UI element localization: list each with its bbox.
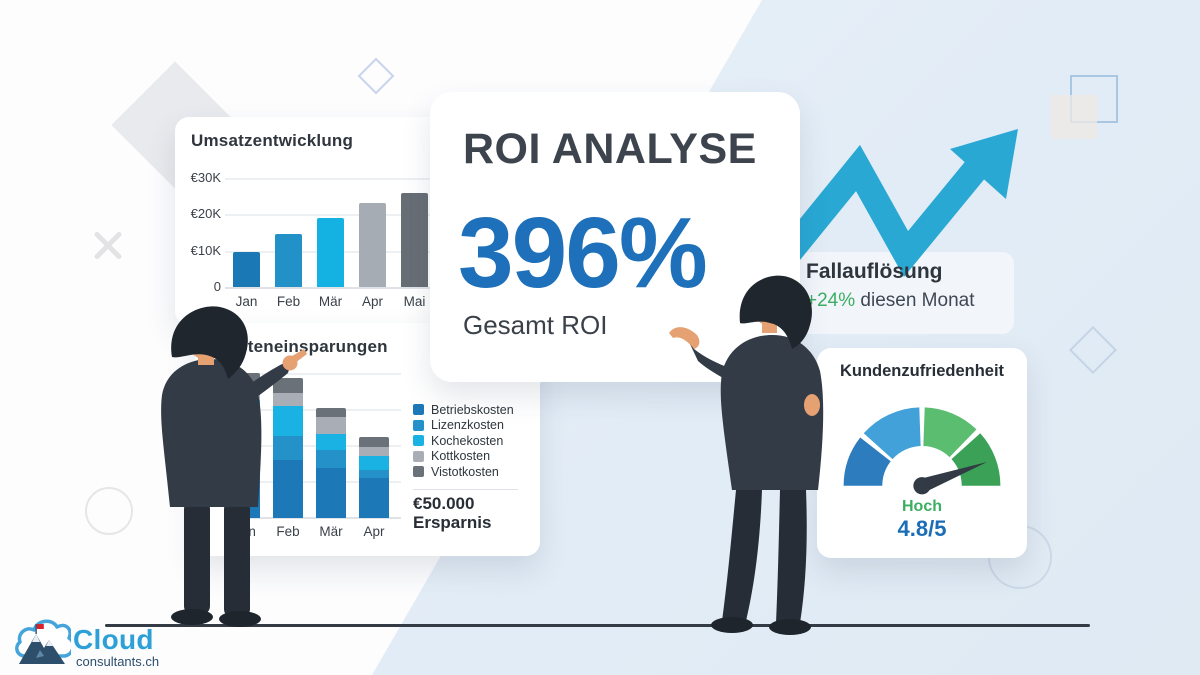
y-tick-label: €10K [190,242,221,258]
legend-swatch [413,404,424,416]
legend-swatch [413,450,424,462]
gridline [225,445,401,447]
bar-segment [316,408,346,417]
bar [317,217,344,287]
legend-label: Vistotkosten [431,464,499,479]
brand-domain: consultants.ch [76,654,160,669]
x-tick-label: Apr [361,294,383,309]
gauge-needle [919,462,988,493]
legend-item: Betriebskosten [413,402,514,418]
bar-segment [316,434,346,450]
savings-amount: €50.000 [413,494,475,513]
satisfaction-title: Kundenzufriedenheit [839,362,1005,380]
gridline [225,287,433,289]
bar-segment [359,456,389,470]
cost-chart-legend: Betriebskosten Lizenzkosten Kochekosten Kot… [413,402,514,480]
person-right-illustration [669,275,824,635]
satisfaction-card: Kundenzufriedenheit Hoch 4.8/5 [817,348,1027,558]
revenue-bar-chart: Jan Feb Mär Apr Mai [225,178,433,309]
case-resolution-title: Fallauflösung [806,260,943,283]
bar-segment [316,417,346,434]
bar-segment [359,478,389,518]
legend-label: Betriebskosten [431,402,514,417]
bar-segment [359,437,389,447]
bar-segment [316,468,346,518]
legend-item: Vistotkosten [413,464,514,480]
revenue-y-axis: €30K €20K €10K 0 [177,170,221,300]
legend-label: Kottkosten [431,449,491,464]
delta-percent: +24% [806,290,856,311]
bar-segment [273,393,303,406]
legend-label: Lizenzkosten [431,418,504,433]
roi-title: ROI ANALYSE [463,125,757,173]
bar [233,252,260,287]
cloud-mountain-icon [15,619,71,664]
roi-card: ROI ANALYSE 396% Gesamt ROI [430,92,800,382]
y-tick-label: €30K [190,170,221,185]
x-tick-label: Feb [276,294,301,309]
bar-segment [359,447,389,456]
x-tick-label: Mär [318,294,343,309]
person-left-illustration [161,306,307,627]
circle-outline-decor [85,487,133,535]
stacked-bar [273,378,303,518]
cost-chart-title: Kosteneinsparungen [215,337,388,356]
satisfaction-score: 4.8/5 [897,516,947,541]
growth-arrow [769,129,1018,277]
x-tick-label: Jan [235,294,258,309]
roi-value: 396% [458,197,708,309]
gauge-segment [922,407,977,458]
gridline [225,214,433,217]
bar-segment [316,450,346,468]
bar [401,192,428,287]
diamond-outline-decor [357,57,395,95]
y-tick-label: €20K [190,206,221,222]
legend-swatch [413,466,424,478]
legend-label: Kochekosten [431,433,504,448]
bar [275,234,302,287]
brand-logo: Cloud consultants.ch [13,616,243,672]
square-fill-decor [1051,95,1097,139]
gridline [225,517,401,519]
x-tick-label: Mai [403,294,426,309]
gauge-needle-hub [913,477,931,495]
case-resolution-block: Fallauflösung +24% diesen Monat [806,260,1036,312]
satisfaction-gauge [843,407,1001,495]
legend-item: Kottkosten [413,449,514,465]
gauge-segment [863,407,922,460]
roi-caption: Gesamt ROI [463,310,608,340]
stacked-bar [359,437,389,518]
revenue-chart-title: Umsatzentwicklung [191,131,354,150]
x-tick-label: Mär [319,524,343,539]
gridline [225,409,401,411]
savings-label: Ersparnis [413,513,492,532]
gridline [225,481,401,483]
bar-segment [359,470,389,478]
legend-swatch [413,435,424,447]
legend-item: Lizenzkosten [413,418,514,434]
satisfaction-level: Hoch [902,498,942,515]
bar-segment [273,378,303,393]
bar-segment [273,406,303,436]
cross-decor [90,228,126,264]
gridline [225,373,401,375]
case-resolution-subtitle: +24% diesen Monat [806,290,1036,312]
gauge-segment [843,437,892,487]
gridline [225,178,433,180]
legend-item: Kochekosten [413,433,514,449]
bar-segment [273,436,303,460]
x-tick-label: Apr [363,524,385,539]
y-tick-label: 0 [213,279,221,294]
legend-swatch [413,419,424,431]
bar [359,203,386,287]
revenue-chart-card: Umsatzentwicklung €30K €20K €10K 0 Jan Feb Mä… [175,117,447,325]
bar-segment [273,460,303,518]
x-tick-label: Feb [276,524,300,539]
delta-suffix: diesen Monat [860,290,975,311]
legend-divider [413,489,518,490]
stacked-bar [316,408,346,518]
brand-name: Cloud [73,624,154,655]
ground-line [105,624,1090,627]
